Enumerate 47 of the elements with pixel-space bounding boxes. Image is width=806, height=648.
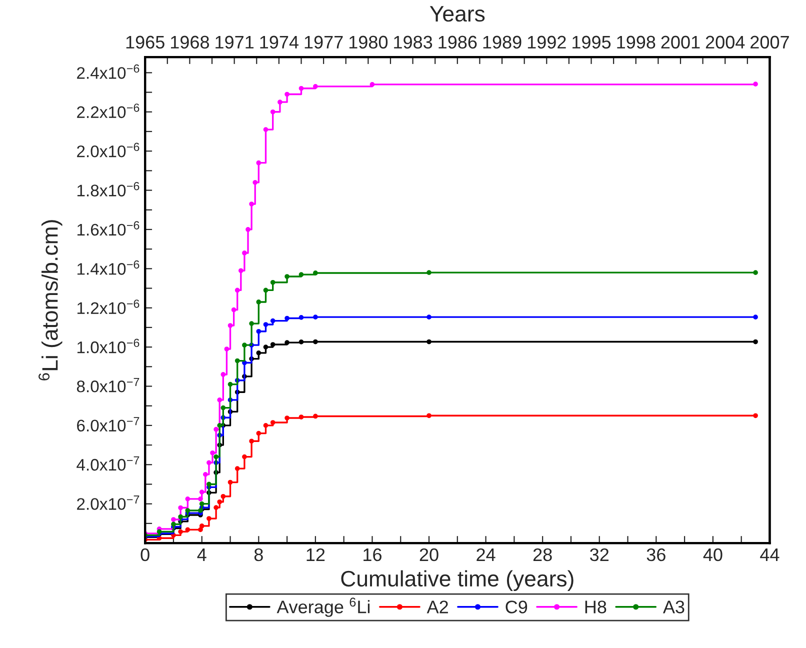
x-tick-label: 32 xyxy=(590,548,609,562)
y-tick-label: 2.4x10$^{−6}$ xyxy=(77,64,140,79)
x2-tick-label: 1968 xyxy=(170,36,209,49)
x2-tick-label: 1983 xyxy=(394,36,432,49)
x-tick-label: 16 xyxy=(364,548,382,562)
legend-label: A3 xyxy=(662,600,684,614)
y-tick-label: 4.0x10$^{−7}$ xyxy=(76,456,140,471)
x-tick-label: 44 xyxy=(760,548,780,561)
x-tick-label: 28 xyxy=(533,548,552,562)
y-tick-label: 2.0x10$^{−7}$ xyxy=(77,496,140,510)
x-tick-label: 36 xyxy=(646,548,666,562)
y-tick-label: 1.6x10$^{−6}$ xyxy=(77,221,140,236)
x-tick-label: 0 xyxy=(140,548,150,562)
x2-tick-label: 1977 xyxy=(304,36,343,49)
y-tick-label: 8.0x10$^{−7}$ xyxy=(76,378,140,392)
x-tick-label: 40 xyxy=(703,548,722,562)
x2-tick-label: 1986 xyxy=(438,36,477,49)
x2-tick-label: 1980 xyxy=(349,36,388,49)
x2-tick-label: 1965 xyxy=(126,36,164,49)
x-axis-title: Cumulative time (years) xyxy=(341,570,574,591)
x2-tick-label: 1989 xyxy=(483,36,522,49)
y-tick-label: 1.2x10$^{−6}$ xyxy=(77,300,140,314)
x2-tick-label: 1992 xyxy=(528,36,566,49)
legend-label: A2 xyxy=(426,600,448,614)
legend-label: C9 xyxy=(506,600,528,614)
x2-tick-label: 1974 xyxy=(260,36,298,49)
y-tick-label: 6.0x10$^{−7}$ xyxy=(77,417,140,432)
legend-label: Average $^{6}$Li xyxy=(276,598,370,617)
x2-tick-label: 1995 xyxy=(572,36,611,49)
legend-label: H8 xyxy=(585,600,606,614)
x-tick-label: 24 xyxy=(476,548,496,561)
x2-tick-label: 2004 xyxy=(706,36,745,49)
x2-tick-label: 1998 xyxy=(617,36,656,49)
x2-tick-label: 2001 xyxy=(661,36,700,49)
x-tick-label: 12 xyxy=(306,548,325,561)
y-axis-title: $^{6}$Li (atoms/b.cm) xyxy=(38,220,62,380)
y-tick-label: 2.0x10$^{−6}$ xyxy=(77,142,140,158)
x-tick-label: 8 xyxy=(254,548,263,562)
y-tick-label: 1.8x10$^{−6}$ xyxy=(77,182,140,196)
x2-tick-label: 2007 xyxy=(750,36,789,49)
y-tick-label: 1.4x10$^{−6}$ xyxy=(77,260,140,275)
x2-axis-title: Years xyxy=(430,6,485,22)
x-tick-label: 20 xyxy=(420,548,438,562)
y-tick-label: 2.2x10$^{−6}$ xyxy=(77,104,140,118)
x2-tick-label: 1971 xyxy=(216,36,254,49)
x-tick-label: 4 xyxy=(197,548,206,561)
y-tick-label: 1.0x10$^{−6}$ xyxy=(77,338,140,354)
